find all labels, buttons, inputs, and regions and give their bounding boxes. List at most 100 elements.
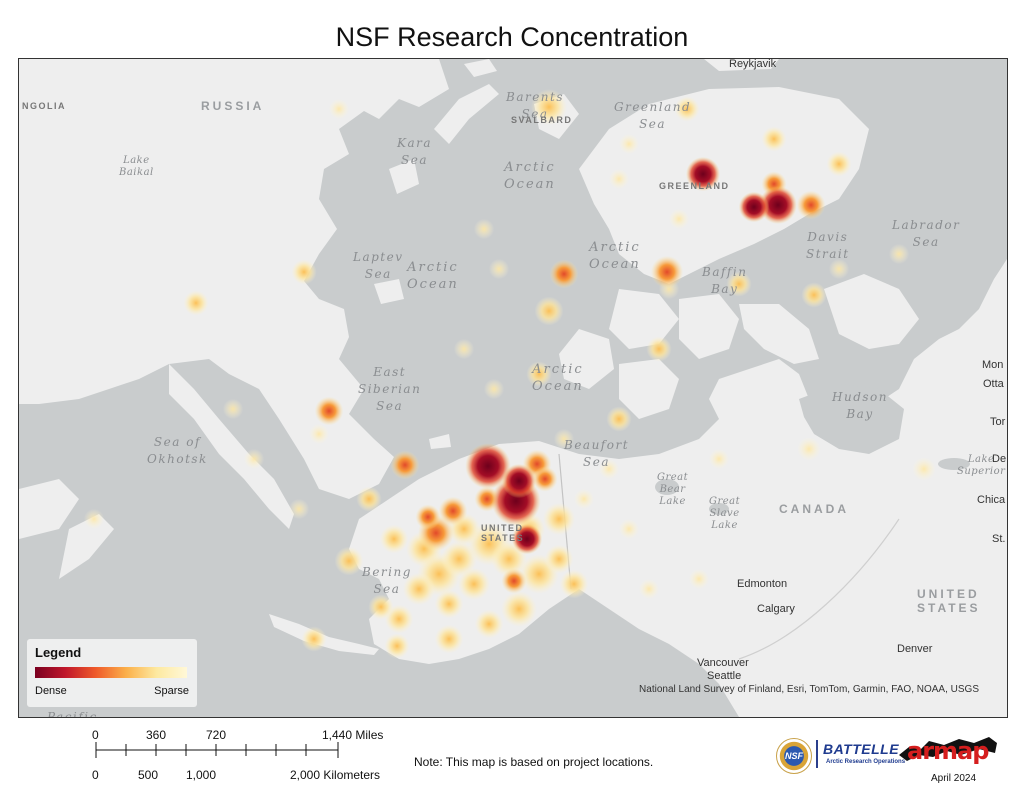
heat-spot-med xyxy=(549,259,579,289)
heat-spot-dense xyxy=(501,463,537,499)
water-label-barents: Barents Sea xyxy=(506,90,565,121)
map-view[interactable]: Barents Sea Greenland Sea Kara Sea Arctic Ocean… xyxy=(18,58,1008,718)
heat-spot-light xyxy=(674,96,700,122)
city-label-toronto: Tor xyxy=(990,416,1006,428)
heat-spot-light xyxy=(402,572,436,606)
city-label-montreal: Mon xyxy=(982,359,1004,371)
country-label-svalbard: SVALBARD xyxy=(511,115,573,125)
heat-spot-med xyxy=(415,504,441,530)
city-label-seattle: Seattle xyxy=(707,670,742,682)
legend: Legend Dense Sparse xyxy=(27,639,197,707)
heat-spot-faint xyxy=(83,508,105,530)
heat-spot-faint xyxy=(797,437,821,461)
map-title: NSF Research Concentration xyxy=(335,22,689,52)
water-label-arctic3: Arctic Ocean xyxy=(407,260,459,292)
heat-spot-light xyxy=(826,151,852,177)
battelle-logo: BATTELLE xyxy=(823,741,900,757)
heat-spot-faint xyxy=(618,518,640,540)
heat-spot-light xyxy=(534,296,564,326)
heat-spot-faint xyxy=(668,208,690,230)
city-label-denver: Denver xyxy=(897,643,933,655)
water-label-davis: Davis Strait xyxy=(806,230,850,261)
heat-spot-dense xyxy=(759,186,797,224)
water-label-bering: Bering Sea xyxy=(362,565,412,596)
scale-miles-360: 360 xyxy=(146,728,167,742)
legend-title: Legend xyxy=(35,645,82,660)
country-label-russia: RUSSIA xyxy=(201,99,265,113)
basemap xyxy=(19,59,1007,717)
heat-spot-faint xyxy=(453,338,475,360)
heat-spot-faint xyxy=(828,258,850,280)
water-label-okhotsk: Sea of Okhotsk xyxy=(147,435,208,466)
water-label-kara: Kara Sea xyxy=(397,136,433,167)
water-label-arctic2: Arctic Ocean xyxy=(589,240,641,272)
heat-spot-light xyxy=(334,546,364,576)
battelle-subtitle: Arctic Research Operations xyxy=(826,759,906,765)
heat-spot-light xyxy=(301,626,327,652)
heat-spot-faint xyxy=(608,168,630,190)
land-greenland xyxy=(579,87,869,284)
scale-km-2000: 2,000 Kilometers xyxy=(290,768,381,782)
heat-spot-light xyxy=(501,591,537,627)
city-label-calgary: Calgary xyxy=(757,603,795,615)
heat-spot-faint xyxy=(222,398,244,420)
heat-spot-light xyxy=(542,502,576,536)
city-label-ottawa: Otta xyxy=(983,378,1004,390)
country-label-us-main: UNITED STATES xyxy=(917,587,981,615)
water-label-greenland-sea: Greenland Sea xyxy=(614,100,692,131)
heat-spot-light xyxy=(474,609,504,639)
heat-spot-faint xyxy=(483,378,505,400)
heat-spot-faint xyxy=(328,98,350,120)
heat-spot-light xyxy=(356,486,382,512)
heat-spot-light xyxy=(801,282,827,308)
heat-spot-light xyxy=(368,594,394,620)
country-label-canada: CANADA xyxy=(779,502,849,516)
heat-spot-faint xyxy=(288,498,310,520)
heat-spot-faint xyxy=(553,428,575,450)
heat-spot-faint xyxy=(598,458,620,480)
land-kamchatka xyxy=(169,364,294,529)
water-label-beaufort: Beaufort Sea xyxy=(564,438,630,469)
logos: NSF BATTELLE Arctic Research Operations … xyxy=(773,735,1003,787)
heat-spot-faint xyxy=(243,448,265,470)
nsf-logo: NSF xyxy=(776,738,812,774)
scale-bar-graphic xyxy=(95,742,339,758)
city-label-edmonton: Edmonton xyxy=(737,578,788,590)
scale-miles-0: 0 xyxy=(92,728,99,742)
heat-spot-dense xyxy=(511,523,543,555)
heat-spot-med xyxy=(532,466,558,492)
water-label-great-bear: Great Bear Lake xyxy=(657,472,689,507)
city-label-reykjavik: Reykjavik xyxy=(729,58,777,70)
map-date: April 2024 xyxy=(931,773,977,784)
heat-spot-light xyxy=(606,406,632,432)
heat-spot-faint xyxy=(488,258,510,280)
city-label-detroit: De xyxy=(992,453,1007,465)
heat-spot-med xyxy=(650,255,684,289)
water-label-superior: Lake Superior xyxy=(957,454,1006,477)
heat-spot-faint xyxy=(473,218,495,240)
logo-divider xyxy=(816,740,818,768)
heat-spot-dense xyxy=(685,156,721,192)
land-russia xyxy=(19,59,449,499)
heat-spot-light xyxy=(526,361,552,387)
heat-spot-faint xyxy=(708,448,730,470)
heat-spot-faint xyxy=(912,457,936,481)
water-label-east-siberian: East Siberian Sea xyxy=(358,365,422,413)
country-label-us-alaska: UNITED STATES xyxy=(481,523,525,543)
armap-logo: armap xyxy=(907,737,989,765)
water-label-pacific: Pacific xyxy=(47,710,98,718)
map-note: Note: This map is based on project locat… xyxy=(414,755,654,769)
scale-km-500: 500 xyxy=(138,768,159,782)
heat-layer xyxy=(83,89,936,659)
scale-km-0: 0 xyxy=(92,768,99,782)
water-label-baffin: Baffin Bay xyxy=(702,265,748,296)
water-label-baikal: Lake Baikal xyxy=(119,155,154,178)
heat-spot-faint xyxy=(308,423,330,445)
water-label-labrador: Labrador Sea xyxy=(892,218,961,249)
heat-spot-med xyxy=(796,190,826,220)
scale-bar: 0 360 720 1,440 Miles 0 500 1,000 2,000 … xyxy=(88,728,408,788)
heat-spot-med xyxy=(501,568,527,594)
heat-spot-faint xyxy=(688,568,710,590)
heat-spot-light xyxy=(726,271,752,297)
heat-spot-light xyxy=(531,89,567,125)
